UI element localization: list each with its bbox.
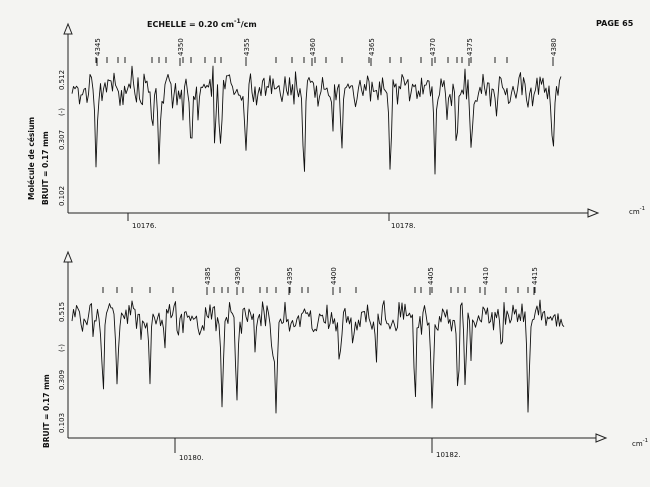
panel-1-noise-label: BRUIT = 0.17 mm (41, 131, 50, 205)
svg-text:4375: 4375 (466, 38, 474, 56)
panel-1-y-tick-1: 0.512 (58, 70, 66, 90)
panel-1: cm-1 10176. 10178. 0.512 0.307 0.102 (-)… (27, 22, 645, 230)
line-number-4415: 4415 (531, 267, 539, 285)
svg-text:4360: 4360 (309, 38, 317, 56)
panel-2-x-tick-label-2: 10182. (436, 451, 461, 459)
panel-1-line-marks (95, 57, 554, 63)
svg-text:4400: 4400 (330, 267, 338, 285)
panel-2-noise-label: BRUIT = 0.17 mm (42, 374, 51, 448)
svg-text:4350: 4350 (177, 38, 185, 56)
panel-2-x-arrow (595, 433, 608, 443)
svg-text:BRUIT = 0.17 mm: BRUIT = 0.17 mm (42, 374, 51, 448)
svg-text:4385: 4385 (204, 267, 212, 285)
svg-text:0.102: 0.102 (58, 186, 66, 206)
svg-text:0.309: 0.309 (58, 370, 66, 390)
svg-text:(-): (-) (58, 344, 66, 352)
panel-1-spectrum-trace (71, 65, 562, 175)
line-number-4350: 4350 (177, 38, 185, 56)
svg-text:BRUIT = 0.17 mm: BRUIT = 0.17 mm (41, 131, 50, 205)
panel-1-x-tick-label-1: 10176. (132, 222, 157, 230)
svg-text:4365: 4365 (368, 38, 376, 56)
page-number: PAGE 65 (596, 19, 634, 28)
svg-text:4395: 4395 (286, 267, 294, 285)
line-number-4375: 4375 (466, 38, 474, 56)
panel-2: cm-1 10180. 10182. 0.515 0.309 0.103 (-)… (42, 250, 648, 462)
panel-1-y-arrow (63, 22, 73, 35)
svg-text:4415: 4415 (531, 267, 539, 285)
svg-text:4410: 4410 (482, 267, 490, 285)
panel-2-x-unit: cm-1 (632, 438, 648, 448)
panel-2-y-marker: (-) (58, 344, 66, 352)
panel-1-y-marker: (-) (58, 108, 66, 116)
panel-1-side-label: Molécule de césium (27, 117, 36, 200)
panel-2-y-tick-3: 0.103 (58, 413, 66, 433)
svg-text:0.512: 0.512 (58, 70, 66, 90)
panel-1-x-arrow (587, 208, 600, 218)
line-number-4395: 4395 (286, 267, 294, 285)
line-number-4390: 4390 (234, 267, 242, 285)
panel-1-x-unit: cm-1 (629, 206, 645, 216)
svg-text:4390: 4390 (234, 267, 242, 285)
svg-text:4380: 4380 (550, 38, 558, 56)
panel-1-y-tick-3: 0.102 (58, 186, 66, 206)
line-number-4400: 4400 (330, 267, 338, 285)
svg-text:Molécule de césium: Molécule de césium (27, 117, 36, 200)
panel-2-line-numbers: 4385 4390 4395 4400 4405 4410 4415 (204, 267, 539, 295)
line-number-4370: 4370 (429, 38, 437, 56)
panel-2-y-arrow (63, 250, 73, 263)
line-number-4345: 4345 (94, 38, 102, 56)
line-number-4405: 4405 (427, 267, 435, 285)
line-number-4360: 4360 (309, 38, 317, 56)
panel-2-y-tick-1: 0.515 (58, 302, 66, 322)
line-number-4385: 4385 (204, 267, 212, 285)
panel-1-y-tick-2: 0.307 (58, 130, 66, 150)
svg-text:0.515: 0.515 (58, 302, 66, 322)
line-number-4410: 4410 (482, 267, 490, 285)
svg-text:4345: 4345 (94, 38, 102, 56)
svg-text:(-): (-) (58, 108, 66, 116)
scale-label: ECHELLE = 0.20 cm-1/cm (147, 18, 257, 29)
panel-1-x-tick-label-2: 10178. (391, 222, 416, 230)
line-number-4380: 4380 (550, 38, 558, 56)
panel-2-y-tick-2: 0.309 (58, 370, 66, 390)
line-number-4355: 4355 (243, 38, 251, 56)
panel-2-line-marks (102, 287, 536, 293)
panel-2-x-tick-label-1: 10180. (179, 454, 204, 462)
svg-text:0.307: 0.307 (58, 130, 66, 150)
svg-text:4370: 4370 (429, 38, 437, 56)
line-number-4365: 4365 (368, 38, 376, 56)
svg-text:4405: 4405 (427, 267, 435, 285)
svg-text:0.103: 0.103 (58, 413, 66, 433)
panel-2-spectrum-trace (71, 299, 565, 414)
svg-text:4355: 4355 (243, 38, 251, 56)
